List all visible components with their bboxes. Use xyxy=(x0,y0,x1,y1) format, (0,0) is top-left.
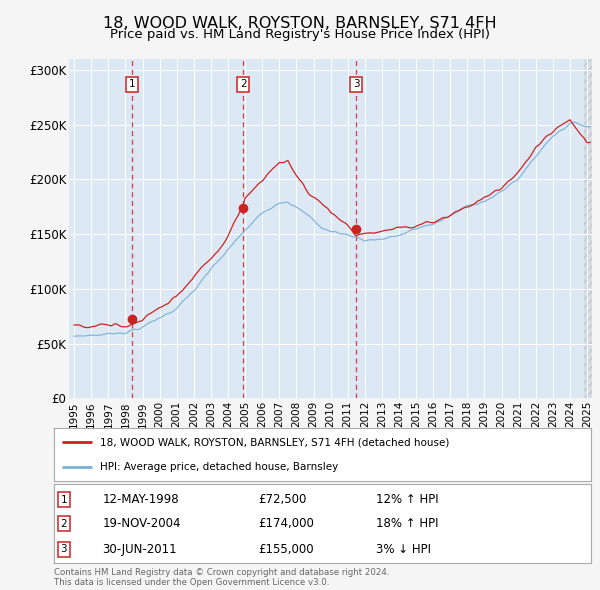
Text: 1: 1 xyxy=(128,79,135,89)
Text: 19-NOV-2004: 19-NOV-2004 xyxy=(103,517,181,530)
Text: 12-MAY-1998: 12-MAY-1998 xyxy=(103,493,179,506)
Bar xyxy=(584,59,593,398)
Text: Price paid vs. HM Land Registry's House Price Index (HPI): Price paid vs. HM Land Registry's House … xyxy=(110,28,490,41)
Text: 3% ↓ HPI: 3% ↓ HPI xyxy=(376,543,431,556)
Text: HPI: Average price, detached house, Barnsley: HPI: Average price, detached house, Barn… xyxy=(100,461,338,471)
Text: 1: 1 xyxy=(61,495,67,504)
Text: 12% ↑ HPI: 12% ↑ HPI xyxy=(376,493,439,506)
Text: £174,000: £174,000 xyxy=(258,517,314,530)
Text: 18, WOOD WALK, ROYSTON, BARNSLEY, S71 4FH (detached house): 18, WOOD WALK, ROYSTON, BARNSLEY, S71 4F… xyxy=(100,437,449,447)
Text: 18% ↑ HPI: 18% ↑ HPI xyxy=(376,517,439,530)
Text: £155,000: £155,000 xyxy=(258,543,314,556)
Bar xyxy=(584,59,593,398)
Text: 30-JUN-2011: 30-JUN-2011 xyxy=(103,543,177,556)
Text: 2: 2 xyxy=(61,519,67,529)
Text: £72,500: £72,500 xyxy=(258,493,307,506)
Text: 3: 3 xyxy=(353,79,359,89)
Text: 18, WOOD WALK, ROYSTON, BARNSLEY, S71 4FH: 18, WOOD WALK, ROYSTON, BARNSLEY, S71 4F… xyxy=(103,16,497,31)
Text: 3: 3 xyxy=(61,544,67,554)
Text: Contains HM Land Registry data © Crown copyright and database right 2024.
This d: Contains HM Land Registry data © Crown c… xyxy=(54,568,389,587)
Text: 2: 2 xyxy=(240,79,247,89)
